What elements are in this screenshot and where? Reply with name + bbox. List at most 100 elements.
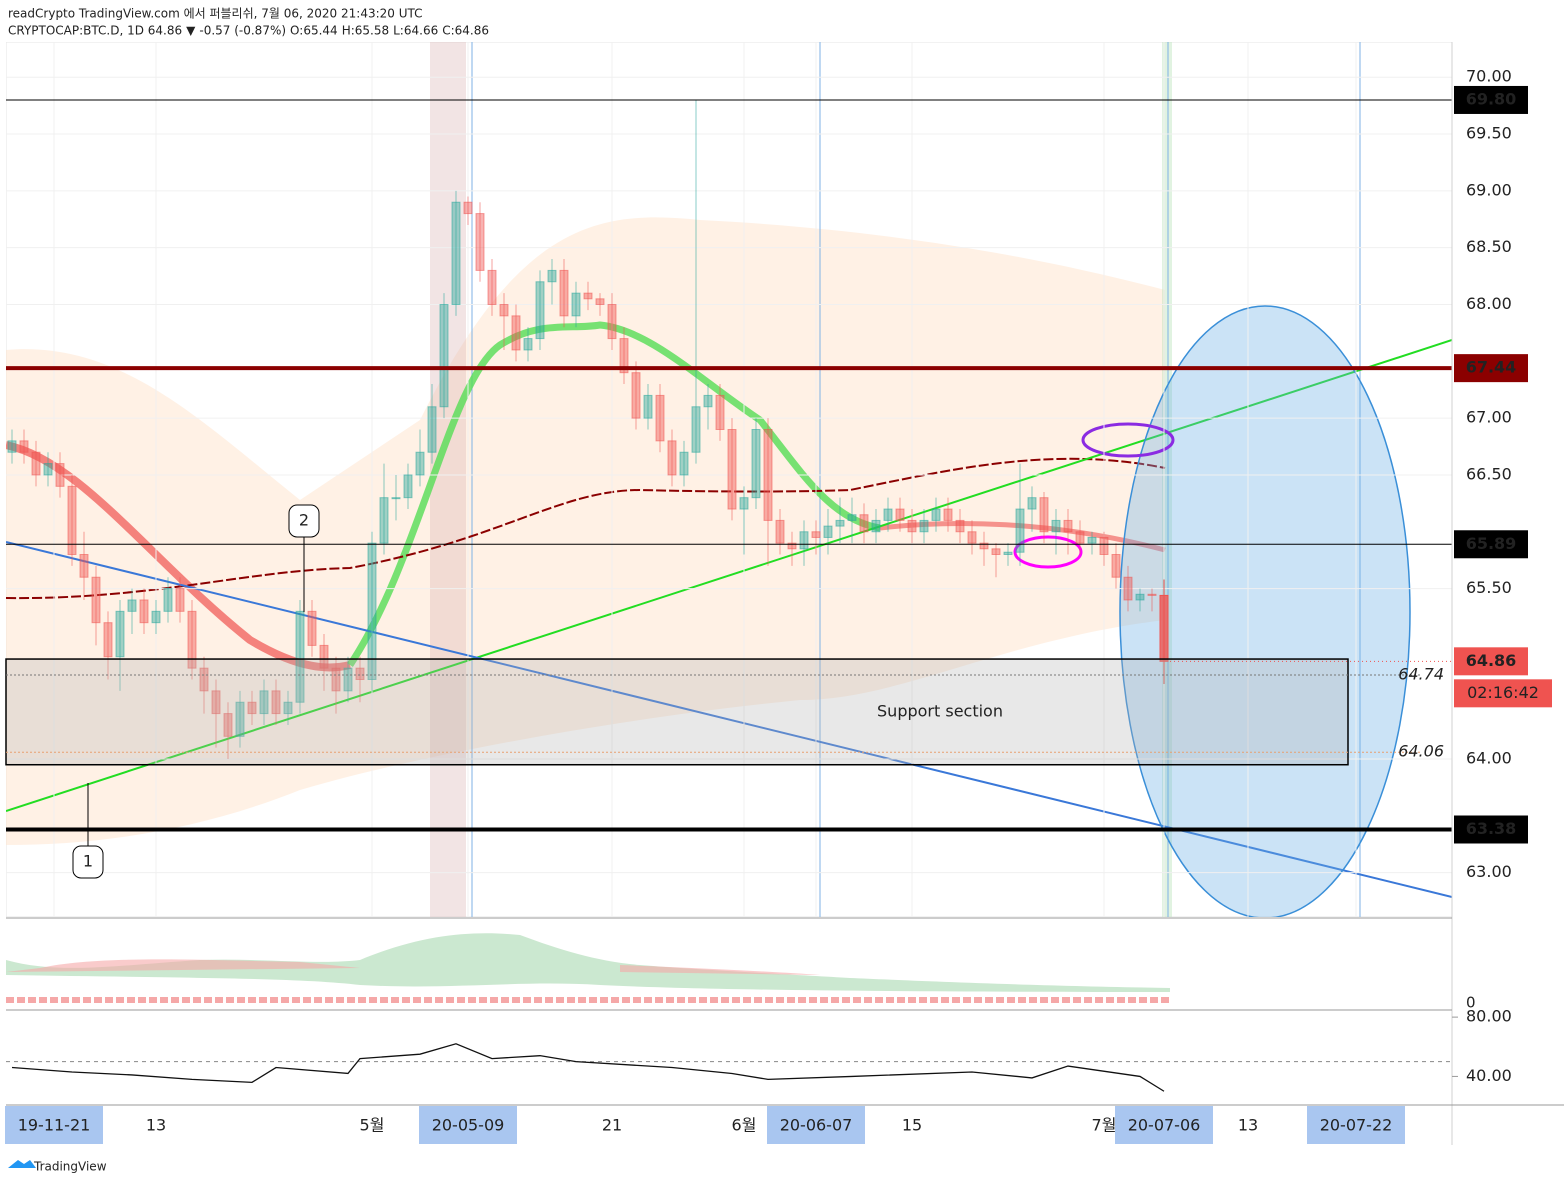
- candle-body: [199, 667, 209, 692]
- candle-body: [151, 610, 161, 624]
- x-tick-box: [767, 1106, 865, 1144]
- candle-body: [91, 576, 101, 624]
- callout-label: 1: [83, 852, 93, 871]
- trend-line: [6, 541, 1452, 898]
- candle-body: [427, 406, 437, 453]
- candle-body: [751, 429, 761, 499]
- x-tick-label: 20-06-07: [780, 1116, 853, 1135]
- candle-body: [1135, 593, 1145, 601]
- y-tick-label: 68.00: [1466, 294, 1512, 313]
- ohlc-label: O:: [290, 24, 303, 38]
- candle-body: [367, 542, 377, 680]
- support-label: Support section: [877, 701, 1003, 720]
- candle-body: [847, 514, 857, 521]
- oscillator-pane: 0: [6, 933, 1476, 1012]
- y-tick-label: 63.00: [1466, 862, 1512, 881]
- moving-average: [879, 520, 1166, 553]
- level-label: 67.44: [1466, 358, 1517, 377]
- candle-body: [1159, 594, 1169, 662]
- change-arrow: ▼: [186, 24, 196, 38]
- candle-body: [571, 292, 581, 317]
- support-zone: [5, 658, 1349, 766]
- countdown-box: [1454, 679, 1552, 708]
- candle-body: [271, 690, 281, 715]
- candle-body: [943, 508, 953, 521]
- candle-body: [523, 338, 533, 351]
- ohlc-value: 65.58: [355, 24, 389, 38]
- moving-average: [347, 321, 881, 667]
- candle-body: [1123, 576, 1133, 601]
- candle-body: [43, 463, 53, 476]
- x-tick-label: 20-07-22: [1320, 1116, 1393, 1135]
- candle-body: [415, 451, 425, 476]
- y-tick-label: 69.00: [1466, 180, 1512, 199]
- candle-body: [391, 497, 401, 500]
- candle-body: [823, 525, 833, 538]
- header-title: readCrypto TradingView.com 에서 퍼블리쉬, 7월 0…: [8, 7, 423, 21]
- candle-body: [19, 440, 29, 453]
- support-mark-label: 64.06: [1398, 742, 1444, 761]
- candle-body: [103, 622, 113, 658]
- candle-body: [55, 463, 65, 487]
- candle-body: [955, 519, 965, 533]
- level-label-box: [1454, 530, 1528, 559]
- candle-body: [907, 519, 917, 533]
- y-tick-label: 40.00: [1466, 1066, 1512, 1085]
- countdown: 02:16:42: [1467, 683, 1539, 702]
- candle-body: [775, 519, 785, 544]
- rsi-line: [11, 1043, 1165, 1092]
- level-label: 65.89: [1466, 534, 1517, 553]
- level-label: 69.80: [1466, 89, 1517, 108]
- level-label-box: [1454, 85, 1528, 114]
- candle-body: [1147, 593, 1157, 596]
- x-tick-label: 6월: [732, 1116, 757, 1135]
- x-tick-box: [419, 1106, 517, 1144]
- candle-body: [295, 610, 305, 703]
- candle-body: [331, 667, 341, 692]
- candle-body: [259, 690, 269, 715]
- candle-body: [7, 440, 17, 453]
- highlight-band: [1162, 42, 1172, 917]
- y-tick-label: 65.50: [1466, 578, 1512, 597]
- candle-body: [895, 508, 905, 521]
- candle-body: [439, 304, 449, 408]
- x-tick-box: [1307, 1106, 1405, 1144]
- candle-body: [619, 338, 629, 374]
- x-tick-box: [1115, 1106, 1213, 1144]
- candle-body: [379, 497, 389, 544]
- candle-body: [1087, 536, 1097, 544]
- candle-body: [583, 292, 593, 300]
- candle-body: [799, 531, 809, 550]
- ohlc-value: 64.66: [404, 24, 438, 38]
- candle-body: [739, 497, 749, 510]
- level-label-box: [1454, 354, 1528, 383]
- candle-body: [175, 588, 185, 612]
- moving-average: [6, 457, 1166, 600]
- x-tick-label: 21: [602, 1116, 622, 1135]
- candle-body: [931, 508, 941, 521]
- y-tick-label: 67.00: [1466, 408, 1512, 427]
- candle-body: [991, 548, 1001, 555]
- candle-body: [631, 372, 641, 419]
- circle-marker: [1081, 422, 1175, 458]
- ohlc-label: H:: [342, 24, 355, 38]
- candle-body: [919, 519, 929, 533]
- ohlc-label: C:: [442, 24, 454, 38]
- support-mark-label: 64.74: [1398, 664, 1444, 683]
- candle-body: [475, 213, 485, 271]
- candle-body: [1003, 551, 1013, 556]
- candle-body: [187, 610, 197, 669]
- candle-body: [871, 519, 881, 533]
- candle-body: [1039, 497, 1049, 533]
- x-tick-label: 15: [902, 1116, 922, 1135]
- candle-body: [115, 610, 125, 658]
- y-tick-label: 66.50: [1466, 464, 1512, 483]
- candle-body: [451, 201, 461, 306]
- candle-body: [343, 667, 353, 692]
- oscillator-area: [6, 933, 1170, 992]
- x-tick-label: 20-05-09: [432, 1116, 505, 1135]
- oscillator-area: [6, 959, 820, 975]
- candle-body: [487, 269, 497, 305]
- candle-body: [235, 701, 245, 737]
- candle-body: [667, 440, 677, 476]
